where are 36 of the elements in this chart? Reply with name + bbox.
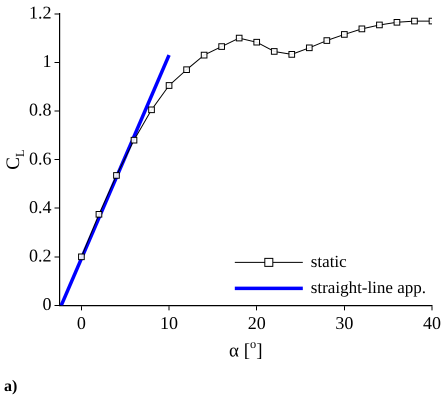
- point: [376, 22, 383, 28]
- point: [200, 52, 208, 58]
- point: [183, 66, 190, 74]
- point: [236, 34, 243, 42]
- legend-label: static: [310, 252, 348, 271]
- x-tick-label: 20: [248, 312, 266, 333]
- x-tick-label: 0: [76, 312, 86, 333]
- x-tick-label: 10: [160, 312, 178, 333]
- y-tick-label: 0.6: [29, 148, 52, 168]
- point: [148, 106, 155, 114]
- y-tick-label: 0: [42, 294, 52, 314]
- y-tick-label: 1: [42, 51, 52, 72]
- y-tick-label: 1.2: [29, 2, 52, 23]
- point: [130, 136, 138, 144]
- point: [78, 253, 85, 260]
- point: [341, 31, 348, 38]
- point: [113, 172, 120, 179]
- point: [253, 38, 260, 46]
- text: a): [4, 378, 18, 396]
- x-tick-label: 30: [335, 312, 354, 333]
- point: [358, 26, 366, 32]
- y-axis-title: CL: [2, 149, 27, 170]
- y-tick-label: 0.8: [29, 100, 52, 120]
- point: [323, 37, 330, 44]
- point: [270, 48, 278, 55]
- point: [394, 18, 400, 26]
- point: [288, 51, 296, 58]
- point: [306, 44, 313, 52]
- y-tick-label: 0.4: [29, 196, 52, 217]
- point: [411, 18, 418, 24]
- legend-label: straight-line app.: [310, 278, 426, 297]
- point: [96, 210, 102, 218]
- point: [166, 82, 172, 89]
- point: [218, 43, 225, 50]
- y-tick-label: 0.2: [29, 246, 52, 266]
- x-tick-label: 40: [423, 312, 441, 333]
